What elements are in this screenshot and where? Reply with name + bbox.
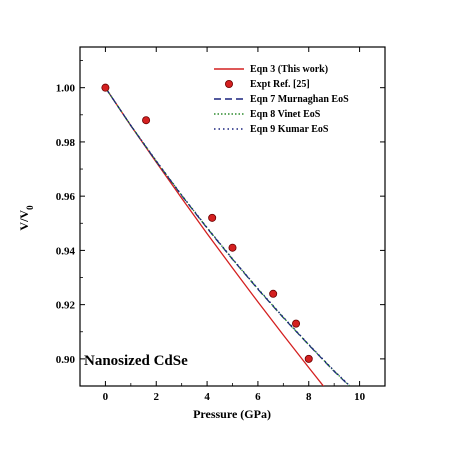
legend-label-0: Eqn 3 (This work) — [250, 64, 328, 75]
x-tick-label: 4 — [204, 391, 210, 403]
y-axis-label-subscript: 0 — [25, 205, 35, 210]
y-tick-label: 1.00 — [56, 83, 76, 95]
x-tick-label: 6 — [255, 391, 261, 403]
series-markers — [101, 83, 313, 363]
series-lines — [104, 87, 350, 386]
y-axis-label-main: V/V — [17, 210, 31, 231]
y-tick-label: 0.92 — [56, 300, 76, 312]
data-point — [228, 243, 237, 252]
legend-label-1: Expt Ref. [25] — [250, 79, 310, 90]
x-axis-label: Pressure (GPa) — [193, 407, 271, 421]
data-point — [269, 289, 278, 298]
data-point — [142, 116, 151, 125]
chart-annotation: Nanosized CdSe — [84, 353, 188, 369]
x-tick-label: 0 — [103, 391, 109, 403]
axis-ticks: 0 2 4 6 8 10 0.90 0.92 0.94 0.96 0.98 1.00 — [56, 47, 386, 403]
x-tick-label: 2 — [154, 391, 160, 403]
legend-label-4: Eqn 9 Kumar EoS — [250, 124, 329, 135]
data-point — [304, 354, 313, 363]
y-tick-label: 0.90 — [56, 354, 76, 366]
x-tick-label: 8 — [306, 391, 312, 403]
legend-swatch-1 — [224, 80, 233, 89]
y-tick-label: 0.98 — [56, 137, 76, 149]
data-point — [292, 319, 301, 328]
legend: Eqn 3 (This work) Expt Ref. [25] Eqn 7 Mur… — [214, 64, 349, 135]
y-axis-label: V/V0 — [17, 205, 35, 231]
y-tick-label: 0.96 — [56, 191, 76, 203]
legend-label-3: Eqn 8 Vinet EoS — [250, 109, 321, 120]
data-point — [208, 213, 217, 222]
data-point — [101, 83, 110, 92]
y-tick-label: 0.94 — [56, 245, 76, 257]
legend-label-2: Eqn 7 Murnaghan EoS — [250, 94, 349, 105]
x-tick-label: 10 — [354, 391, 366, 403]
series-line-3 — [104, 87, 350, 386]
